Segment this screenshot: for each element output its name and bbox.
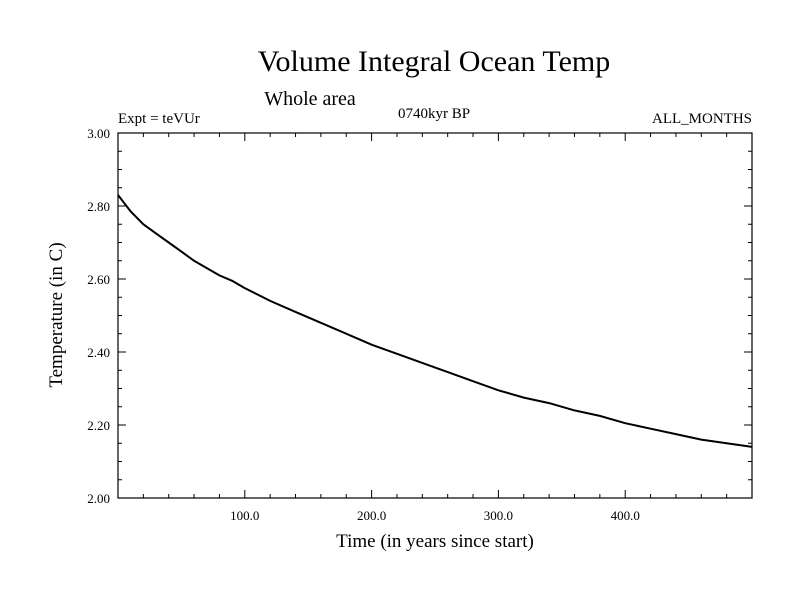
x-tick-label: 300.0 xyxy=(484,508,513,523)
x-tick-label: 100.0 xyxy=(230,508,259,523)
y-tick-label: 2.60 xyxy=(87,272,110,287)
chart-title: Volume Integral Ocean Temp xyxy=(258,45,611,78)
y-tick-label: 2.20 xyxy=(87,418,110,433)
period-annotation: 0740kyr BP xyxy=(398,106,470,122)
x-axis-label: Time (in years since start) xyxy=(336,531,534,552)
y-tick-label: 2.00 xyxy=(87,491,110,506)
experiment-annotation: Expt = teVUr xyxy=(118,111,200,127)
plot-frame xyxy=(117,132,753,499)
y-axis-label: Temperature (in C) xyxy=(46,242,67,387)
tick-labels: 100.0 200.0 300.0 400.0 2.00 2.20 2.40 2.60 2.80… xyxy=(87,126,640,523)
x-tick-label: 200.0 xyxy=(357,508,386,523)
y-tick-label: 3.00 xyxy=(87,126,110,141)
y-tick-label: 2.80 xyxy=(87,199,110,214)
series-line xyxy=(117,194,753,448)
y-tick-label: 2.40 xyxy=(87,345,110,360)
chart-subtitle: Whole area xyxy=(264,88,356,110)
x-tick-label: 400.0 xyxy=(611,508,640,523)
months-annotation: ALL_MONTHS xyxy=(652,111,752,127)
axis-ticks xyxy=(118,133,752,498)
